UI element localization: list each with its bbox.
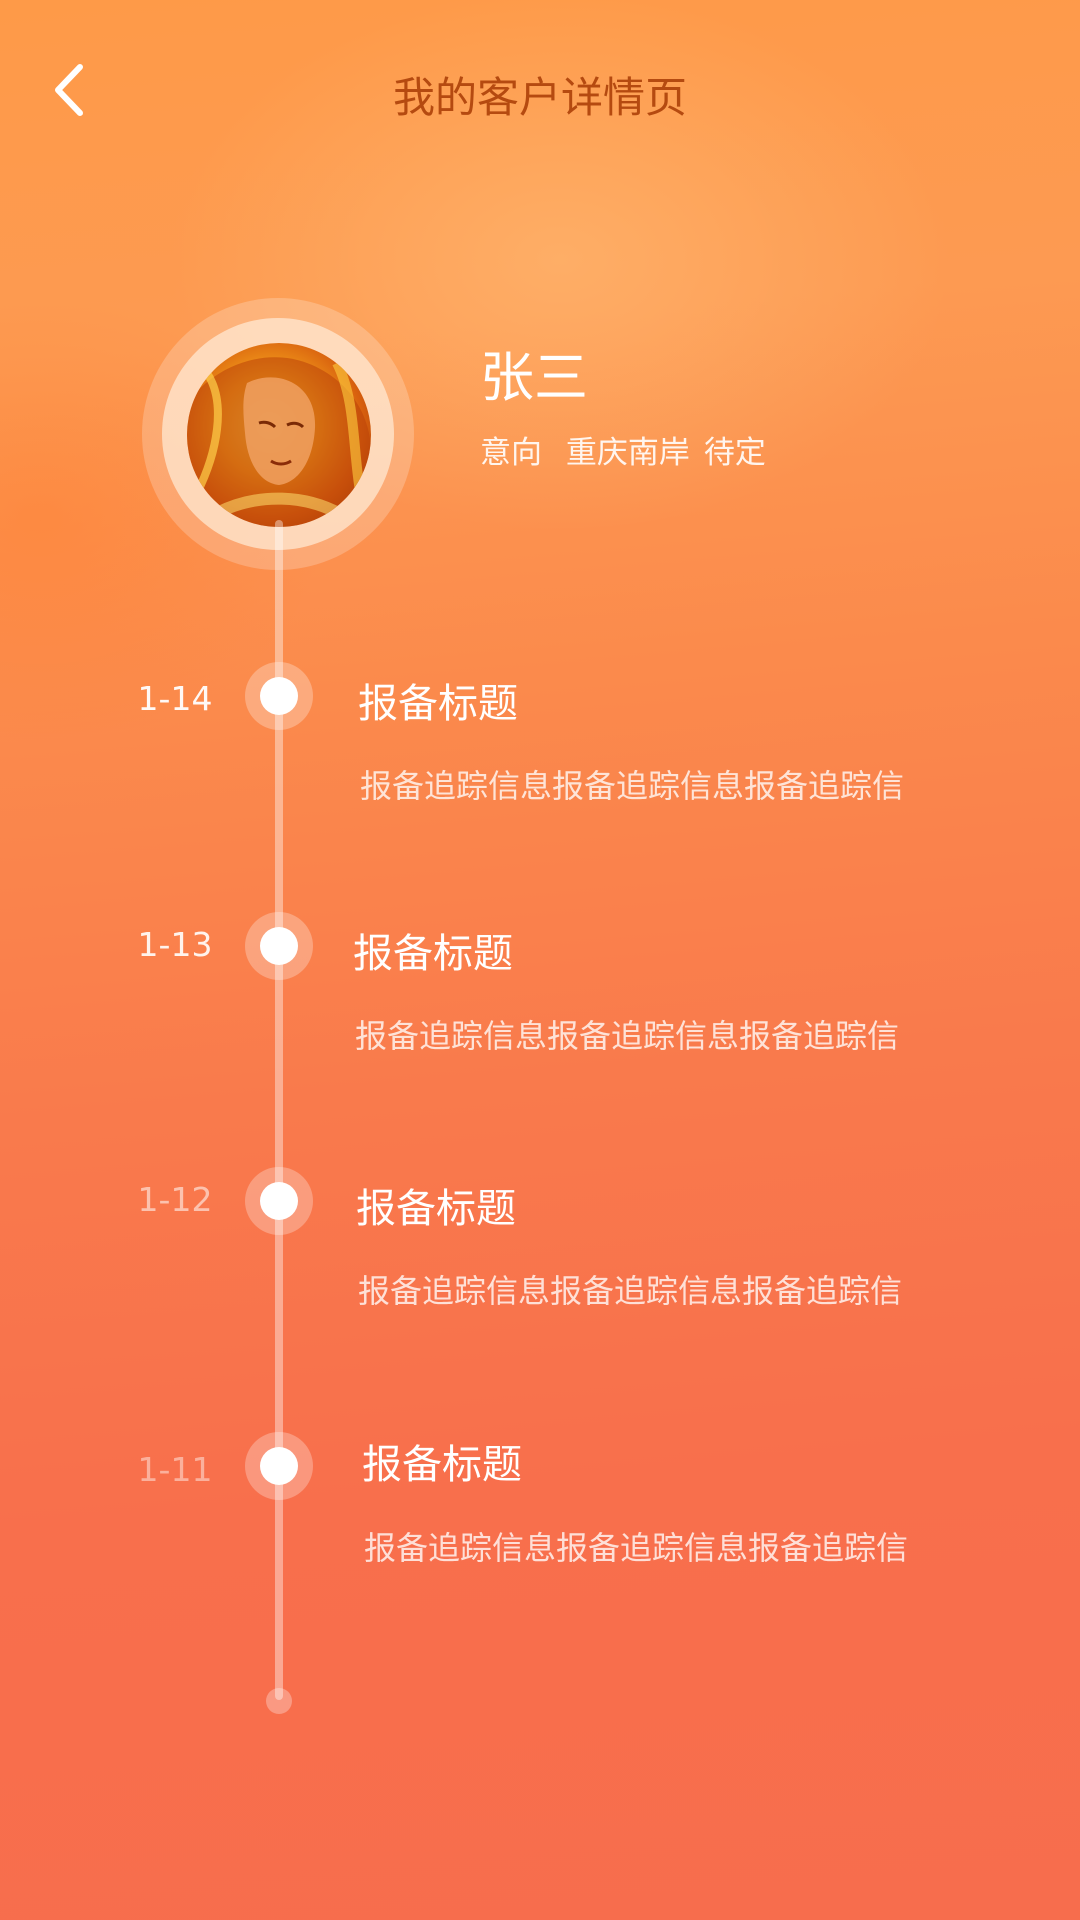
timeline-node [245, 662, 313, 730]
intent-label: 意向 [480, 435, 542, 471]
avatar-portrait-icon [187, 357, 371, 527]
timeline-date: 1-14 [137, 679, 213, 718]
timeline-desc: 报备追踪信息报备追踪信息报备追踪信 [364, 1529, 909, 1567]
header: 我的客户详情页 [0, 0, 1080, 200]
timeline-end-dot [266, 1688, 292, 1714]
timeline-desc: 报备追踪信息报备追踪信息报备追踪信 [358, 1272, 903, 1310]
customer-location: 重庆南岸 [565, 435, 690, 471]
timeline-title[interactable]: 报备标题 [358, 681, 518, 727]
avatar[interactable] [187, 343, 371, 527]
customer-meta: 意向 重庆南岸 待定 [480, 430, 780, 476]
customer-status: 待定 [703, 435, 766, 471]
page-title: 我的客户详情页 [392, 73, 687, 122]
back-button[interactable] [40, 55, 100, 125]
timeline-date: 1-13 [137, 925, 213, 964]
timeline-node [245, 1432, 313, 1500]
timeline-date: 1-12 [137, 1180, 213, 1219]
timeline-node [245, 1167, 313, 1235]
chevron-left-icon [55, 64, 83, 116]
timeline-title[interactable]: 报备标题 [362, 1442, 522, 1488]
timeline-title[interactable]: 报备标题 [356, 1186, 516, 1232]
timeline-desc: 报备追踪信息报备追踪信息报备追踪信 [360, 767, 905, 805]
timeline-node [245, 912, 313, 980]
timeline-line [275, 520, 283, 1700]
timeline-date: 1-11 [137, 1450, 213, 1489]
timeline-title[interactable]: 报备标题 [353, 931, 513, 977]
timeline-desc: 报备追踪信息报备追踪信息报备追踪信 [355, 1017, 900, 1055]
customer-name: 张三 [480, 346, 588, 409]
